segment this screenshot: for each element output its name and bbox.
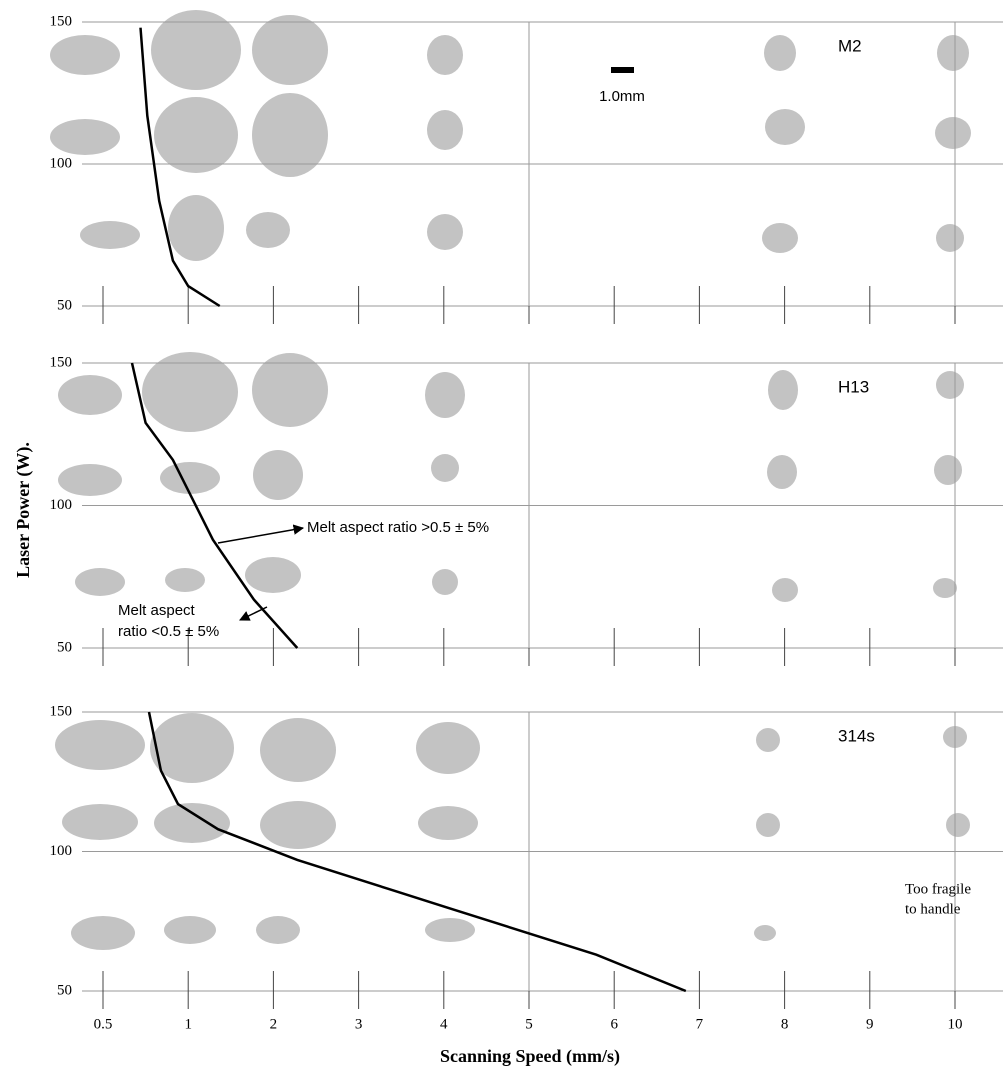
melt-pool-section bbox=[58, 464, 122, 496]
melt-pool-section bbox=[764, 35, 796, 71]
melt-pool-section bbox=[936, 224, 964, 252]
panel-title: M2 bbox=[838, 36, 862, 55]
y-axis-title: Laser Power (W). bbox=[13, 442, 34, 578]
scale-bar bbox=[611, 67, 634, 73]
melt-pool-section bbox=[431, 454, 459, 482]
melt-pool-section bbox=[75, 568, 125, 596]
melt-pool-section bbox=[767, 455, 797, 489]
melt-pool-section bbox=[427, 214, 463, 250]
melt-pool-section bbox=[937, 35, 969, 71]
melt-pool-section bbox=[164, 916, 216, 944]
x-tick-label: 9 bbox=[866, 1016, 874, 1032]
melt-pool-section bbox=[762, 223, 798, 253]
y-tick-label: 100 bbox=[50, 497, 73, 513]
annotation-arrow bbox=[218, 528, 303, 543]
figure: 50100150M21.0mm50100150H13Laser Power (W… bbox=[0, 0, 1005, 1074]
melt-pool-section bbox=[425, 918, 475, 942]
x-tick-label: 8 bbox=[781, 1016, 789, 1032]
melt-pool-section bbox=[416, 722, 480, 774]
melt-pool-section bbox=[935, 117, 971, 149]
melt-pool-section bbox=[58, 375, 122, 415]
panel-title: 314s bbox=[838, 726, 875, 745]
x-tick-label: 2 bbox=[270, 1016, 278, 1032]
x-tick-label: 1 bbox=[184, 1016, 192, 1032]
melt-pool-section bbox=[154, 97, 238, 173]
y-tick-label: 50 bbox=[57, 297, 72, 313]
note: Too fragile bbox=[905, 881, 971, 897]
x-tick-label: 0.5 bbox=[94, 1016, 113, 1032]
x-tick-label: 4 bbox=[440, 1016, 448, 1032]
y-tick-label: 150 bbox=[50, 703, 73, 719]
melt-pool-section bbox=[756, 728, 780, 752]
melt-pool-section bbox=[256, 916, 300, 944]
melt-pool-section bbox=[62, 804, 138, 840]
annotation: Melt aspect ratio >0.5 ± 5% bbox=[307, 519, 489, 536]
melt-pool-section bbox=[936, 371, 964, 399]
y-tick-label: 50 bbox=[57, 639, 72, 655]
melt-pool-section bbox=[768, 370, 798, 410]
y-tick-label: 150 bbox=[50, 13, 73, 29]
melt-pool-section bbox=[246, 212, 290, 248]
melt-pool-section bbox=[418, 806, 478, 840]
melt-pool-section bbox=[253, 450, 303, 500]
y-tick-label: 150 bbox=[50, 354, 73, 370]
melt-pool-section bbox=[50, 35, 120, 75]
melt-pool-section bbox=[756, 813, 780, 837]
annotation: ratio <0.5 ± 5% bbox=[118, 623, 219, 640]
melt-pool-section bbox=[154, 803, 230, 843]
melt-pool-section bbox=[71, 916, 135, 950]
melt-pool-section bbox=[946, 813, 970, 837]
x-tick-label: 6 bbox=[610, 1016, 618, 1032]
melt-pool-section bbox=[142, 352, 238, 432]
y-tick-label: 100 bbox=[50, 843, 73, 859]
melt-pool-section bbox=[934, 455, 962, 485]
melt-pool-section bbox=[245, 557, 301, 593]
melt-pool-section bbox=[55, 720, 145, 770]
x-tick-label: 5 bbox=[525, 1016, 533, 1032]
melt-pool-section bbox=[168, 195, 224, 261]
note: to handle bbox=[905, 901, 961, 917]
x-tick-label: 3 bbox=[355, 1016, 363, 1032]
x-tick-label: 10 bbox=[948, 1016, 963, 1032]
melt-pool-section bbox=[765, 109, 805, 145]
melt-pool-section bbox=[252, 15, 328, 85]
panel-title: H13 bbox=[838, 377, 869, 396]
annotation-arrow bbox=[240, 607, 267, 620]
melt-pool-section bbox=[50, 119, 120, 155]
melt-pool-section bbox=[260, 801, 336, 849]
scale-bar-label: 1.0mm bbox=[599, 88, 645, 105]
melt-pool-section bbox=[252, 353, 328, 427]
melt-pool-section bbox=[160, 462, 220, 494]
annotation: Melt aspect bbox=[118, 602, 196, 619]
melt-pool-section bbox=[427, 110, 463, 150]
melt-pool-section bbox=[260, 718, 336, 782]
y-tick-label: 50 bbox=[57, 982, 72, 998]
melt-pool-section bbox=[432, 569, 458, 595]
melt-pool-section bbox=[165, 568, 205, 592]
melt-pool-section bbox=[80, 221, 140, 249]
x-axis-title: Scanning Speed (mm/s) bbox=[440, 1046, 620, 1067]
melt-pool-section bbox=[427, 35, 463, 75]
melt-pool-section bbox=[933, 578, 957, 598]
y-tick-label: 100 bbox=[50, 155, 73, 171]
melt-pool-section bbox=[754, 925, 776, 941]
melt-pool-section bbox=[425, 372, 465, 418]
melt-pool-section bbox=[772, 578, 798, 602]
x-tick-label: 7 bbox=[696, 1016, 704, 1032]
